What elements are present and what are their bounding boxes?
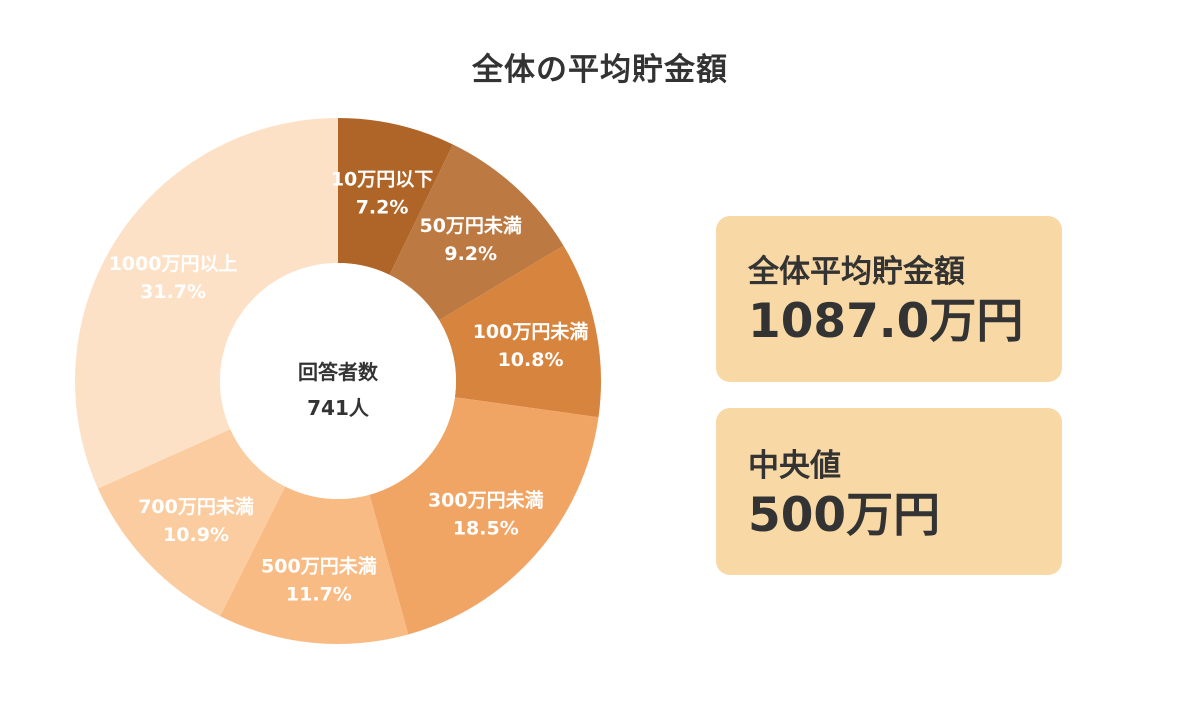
median-value: 500万円 [748,488,941,543]
donut-chart: 10万円以下 7.2% 50万円未満 9.2% 100万円未満 10.8% 300万円未満 1… [74,118,601,644]
average-savings-card: 全体平均貯金額 1087.0万円 [716,216,1062,382]
slice-value-0: 7.2% [356,197,409,219]
slice-label-4: 500万円未満 [261,555,377,578]
slice-value-1: 9.2% [444,243,497,265]
slice-4 [220,486,409,644]
slice-label-2: 100万円未満 [473,320,589,343]
slice-6 [74,118,338,489]
donut-hole [220,263,456,499]
slice-0 [338,118,453,275]
center-value: 741人 [307,396,370,420]
slice-label-0: 10万円以下 [331,169,433,191]
slice-label-6: 1000万円以上 [109,253,238,275]
slice-2 [439,245,601,418]
slice-5 [97,429,286,617]
center-label: 回答者数 [298,360,379,384]
slice-value-4: 11.7% [286,584,352,606]
average-savings-label: 全体平均貯金額 [748,254,965,290]
slice-value-2: 10.8% [498,349,564,371]
median-card: 中央値 500万円 [716,408,1062,575]
slice-1 [389,144,564,321]
slice-value-3: 18.5% [453,517,519,539]
slice-value-5: 10.9% [163,524,229,546]
slice-label-3: 300万円未満 [428,488,544,511]
slice-label-1: 50万円未満 [419,214,521,237]
median-label: 中央値 [748,448,841,484]
average-savings-value: 1087.0万円 [748,294,1024,349]
slice-label-5: 700万円未満 [138,495,254,518]
slice-value-6: 31.7% [140,281,206,303]
chart-title: 全体の平均貯金額 [472,52,728,88]
slice-3 [369,397,599,635]
